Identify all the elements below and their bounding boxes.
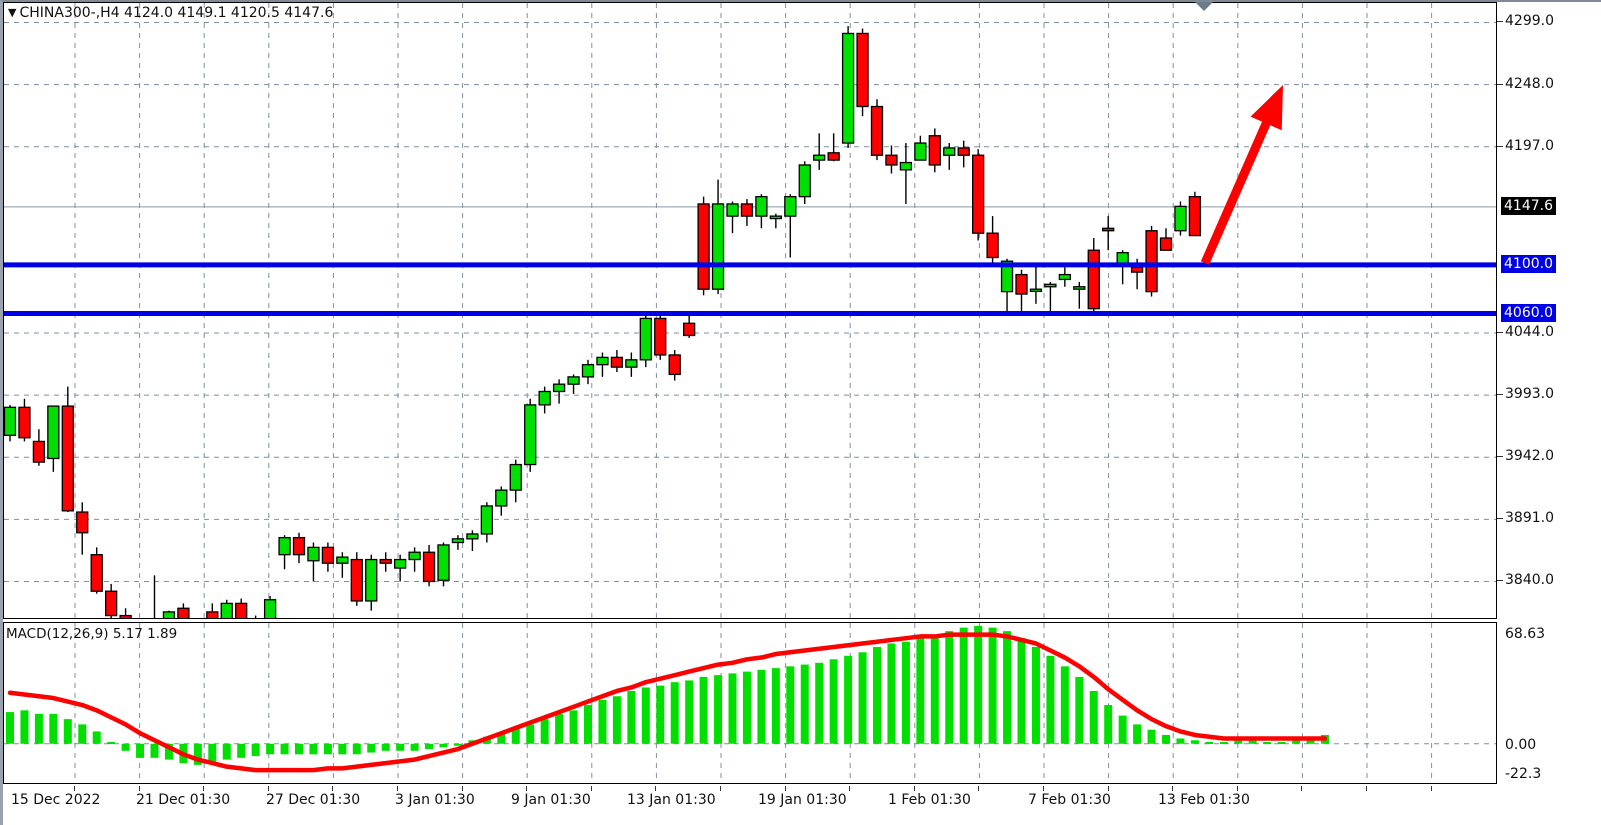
time-axis-tick: [1366, 786, 1367, 791]
time-axis-label: 9 Jan 01:30: [511, 792, 591, 808]
price-axis-tick: [1497, 518, 1503, 520]
time-axis-tick: [203, 786, 205, 791]
time-axis-tick: [138, 786, 140, 791]
time-axis-tick: [1172, 786, 1174, 791]
price-axis-label: 4044.0: [1505, 324, 1554, 341]
time-axis-tick: [655, 786, 657, 791]
time-axis-tick: [590, 786, 592, 791]
price-axis[interactable]: 4299.0 4248.0 4197.0 4147.6 4100.0 4060.0 4044…: [1497, 2, 1601, 619]
price-axis-tick: [1497, 394, 1503, 396]
price-axis-tick: [1497, 456, 1503, 458]
top-triangle-marker: [1195, 2, 1213, 11]
time-axis-label: 3 Jan 01:30: [395, 792, 475, 808]
macd-axis-label: 0.00: [1505, 736, 1537, 753]
time-axis-tick: [397, 786, 398, 791]
macd-header: MACD(12,26,9) 5.17 1.89: [6, 626, 178, 642]
symbol-header-text: CHINA300-,H4 4124.0 4149.1 4120.5 4147.6: [19, 5, 334, 21]
symbol-header: ▼ CHINA300-,H4 4124.0 4149.1 4120.5 4147.…: [8, 5, 333, 21]
time-axis-label: 19 Jan 01:30: [758, 792, 847, 808]
macd-axis-label: 68.63: [1505, 626, 1546, 642]
price-plot: [4, 3, 1496, 618]
price-axis-label: 4248.0: [1505, 75, 1554, 92]
time-axis[interactable]: 15 Dec 2022 21 Dec 01:30 27 Dec 01:30 3 Jan…: [3, 786, 1601, 825]
time-axis-tick: [1107, 786, 1109, 791]
level-price-label[interactable]: 4060.0: [1501, 303, 1556, 322]
time-axis-label: 21 Dec 01:30: [136, 792, 231, 808]
time-axis-label: 7 Feb 01:30: [1028, 792, 1111, 808]
price-axis-tick: [1497, 21, 1503, 23]
time-axis-tick: [267, 786, 269, 791]
time-axis-tick: [526, 786, 528, 791]
macd-indicator-panel[interactable]: [3, 622, 1497, 784]
macd-plot: [4, 623, 1496, 783]
price-axis-tick: [1497, 83, 1503, 85]
time-axis-tick: [913, 786, 915, 791]
time-axis-label: 13 Jan 01:30: [627, 792, 716, 808]
time-axis-tick: [849, 786, 851, 791]
time-axis-tick: [720, 786, 721, 791]
time-axis-tick: [332, 786, 334, 791]
price-axis-tick: [1497, 145, 1503, 147]
price-axis-label: 4197.0: [1505, 137, 1554, 154]
price-chart-panel[interactable]: [3, 2, 1497, 619]
price-axis-label: 3840.0: [1505, 572, 1554, 589]
price-axis-label: 3891.0: [1505, 510, 1554, 527]
time-axis-tick: [1430, 786, 1432, 791]
price-axis-label: 3942.0: [1505, 448, 1554, 465]
price-axis-tick: [1497, 580, 1503, 582]
time-axis-tick: [978, 786, 980, 791]
current-price-label[interactable]: 4147.6: [1501, 196, 1556, 215]
triangle-down-icon[interactable]: ▼: [8, 6, 17, 19]
price-axis-tick: [1497, 332, 1503, 334]
price-axis-label: 3993.0: [1505, 386, 1554, 403]
time-axis-tick: [1301, 786, 1303, 791]
level-price-label[interactable]: 4100.0: [1501, 254, 1556, 273]
time-axis-tick: [784, 786, 786, 791]
time-axis-label: 27 Dec 01:30: [266, 792, 361, 808]
macd-axis-label: -22.3: [1505, 766, 1542, 782]
time-axis-tick: [74, 786, 75, 791]
time-axis-tick: [461, 786, 463, 791]
time-axis-label: 1 Feb 01:30: [888, 792, 971, 808]
time-axis-label: 13 Feb 01:30: [1158, 792, 1250, 808]
time-axis-tick: [1043, 786, 1044, 791]
time-axis-label: 15 Dec 2022: [11, 792, 101, 808]
macd-axis[interactable]: 68.63 0.00 -22.3: [1497, 622, 1601, 784]
time-axis-tick: [1236, 786, 1238, 791]
price-axis-label: 4299.0: [1505, 13, 1554, 30]
